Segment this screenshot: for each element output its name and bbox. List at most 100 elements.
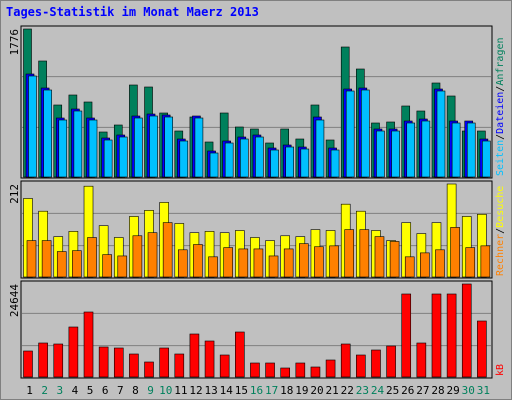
- bar: [219, 354, 230, 378]
- bar: [436, 90, 446, 178]
- x-tick-label: 2: [41, 384, 48, 397]
- x-tick-label: 27: [416, 384, 429, 397]
- x-tick-label: 17: [265, 384, 278, 397]
- bar: [450, 227, 460, 278]
- bar: [314, 246, 324, 278]
- bar: [345, 90, 355, 178]
- x-tick-label: 23: [356, 384, 369, 397]
- x-tick-label: 7: [117, 384, 124, 397]
- bar: [295, 362, 306, 378]
- bar: [83, 311, 94, 378]
- bar: [87, 237, 97, 278]
- bar: [177, 249, 188, 278]
- bar: [147, 232, 158, 278]
- legend-separator: /: [495, 228, 506, 234]
- bar: [325, 359, 336, 378]
- bar: [283, 248, 294, 278]
- bar: [209, 152, 219, 178]
- bar: [421, 120, 431, 178]
- bar: [356, 354, 366, 378]
- bar: [38, 342, 48, 378]
- bar: [103, 139, 113, 178]
- bar: [88, 119, 98, 178]
- bar: [193, 244, 203, 278]
- bar: [466, 122, 476, 178]
- bar: [451, 122, 461, 178]
- bar: [477, 320, 487, 378]
- x-tick-label: 5: [87, 384, 94, 397]
- x-tick-label: 21: [326, 384, 339, 397]
- bar: [73, 110, 83, 178]
- bar: [26, 240, 37, 278]
- bar: [299, 243, 309, 278]
- bar: [480, 245, 491, 278]
- bar: [446, 293, 457, 378]
- bar: [401, 293, 412, 378]
- bar: [482, 140, 491, 178]
- legend: Seiten/Dateien/Anfragen: [495, 37, 506, 176]
- bar: [144, 361, 154, 378]
- x-tick-label: 30: [462, 384, 475, 397]
- bar: [224, 142, 234, 178]
- bar: [179, 140, 189, 178]
- x-tick-label: 10: [159, 384, 172, 397]
- bar: [315, 119, 325, 178]
- legend-entry: Anfragen: [495, 37, 506, 85]
- x-tick-label: 8: [132, 384, 139, 397]
- bar: [113, 347, 124, 378]
- chart-title: Tages-Statistik im Monat Maerz 2013: [6, 5, 259, 19]
- bar: [265, 362, 275, 378]
- bar: [174, 353, 185, 378]
- x-tick-label: 16: [250, 384, 263, 397]
- y-tick-label: 1776: [8, 29, 21, 56]
- bar: [118, 136, 128, 178]
- bar: [23, 350, 33, 378]
- bar: [223, 247, 233, 278]
- legend-separator: /: [495, 86, 506, 92]
- bar: [58, 119, 68, 178]
- bar: [391, 130, 400, 178]
- legend: kB: [495, 364, 506, 376]
- bar: [389, 241, 400, 278]
- x-tick-label: 11: [174, 384, 187, 397]
- bar: [189, 333, 200, 378]
- bar: [164, 116, 173, 178]
- x-tick-label: 18: [280, 384, 293, 397]
- x-tick-label: 28: [431, 384, 444, 397]
- x-tick-label: 29: [447, 384, 460, 397]
- bar: [253, 248, 264, 278]
- x-tick-label: 12: [189, 384, 202, 397]
- x-tick-label: 19: [295, 384, 308, 397]
- bar: [461, 283, 472, 378]
- bar: [53, 343, 64, 378]
- legend-entry: Besuche: [495, 186, 506, 228]
- bar: [270, 149, 279, 178]
- x-tick-label: 24: [371, 384, 385, 397]
- bar: [344, 229, 355, 278]
- bar: [28, 75, 37, 178]
- bar: [98, 346, 109, 378]
- x-tick-label: 3: [57, 384, 64, 397]
- bar: [255, 136, 264, 178]
- bar: [208, 256, 218, 278]
- bar: [235, 331, 245, 378]
- bar: [420, 252, 430, 278]
- legend-entry: Seiten: [495, 140, 506, 176]
- bar: [386, 345, 396, 378]
- x-tick-label: 13: [204, 384, 217, 397]
- bar: [406, 122, 416, 178]
- bar: [329, 245, 339, 278]
- bar: [162, 222, 173, 278]
- bar: [330, 149, 340, 178]
- bar: [117, 255, 128, 278]
- bar: [132, 235, 143, 278]
- legend-entry: Dateien: [495, 92, 506, 134]
- bar: [340, 343, 351, 378]
- x-tick-label: 15: [235, 384, 248, 397]
- bar: [134, 117, 143, 178]
- bar: [359, 229, 370, 278]
- bar: [268, 255, 279, 278]
- bar: [465, 247, 476, 278]
- bar: [238, 248, 249, 278]
